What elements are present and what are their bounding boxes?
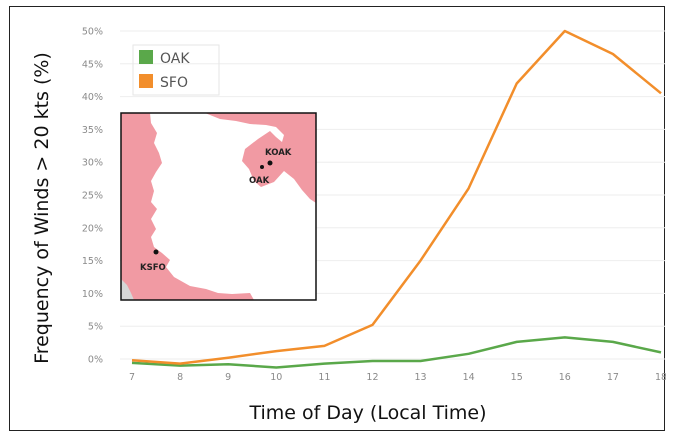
y-tick-label: 45% <box>82 59 103 70</box>
series-line-oak <box>131 336 662 369</box>
x-tick-label: 12 <box>366 372 378 383</box>
station-marker-oak <box>260 165 264 169</box>
map-land-south <box>121 279 134 300</box>
chart-svg: 0% 5% 10% 15% 20% 25% 30% 35% 40% 45% 50% 7 8 9 10 11 1… <box>31 27 666 425</box>
inset-map-border <box>120 112 317 301</box>
map-label-oak: OAK <box>249 176 270 186</box>
legend-box-border <box>132 44 220 96</box>
map-label-koak: KOAK <box>265 148 292 158</box>
y-tick-label: 25% <box>82 191 103 202</box>
series-line-sfo <box>131 29 662 365</box>
y-tick-label: 5% <box>88 322 103 333</box>
y-tick-label: 50% <box>82 27 103 38</box>
x-axis-title: Time of Day (Local Time) <box>248 402 486 424</box>
x-tick-label: 8 <box>177 372 183 383</box>
x-tick-label: 10 <box>270 372 282 383</box>
series-layer <box>131 29 662 369</box>
legend-label-sfo: SFO <box>160 75 188 91</box>
y-tick-label: 20% <box>82 223 103 234</box>
legend: OAK SFO <box>132 44 220 96</box>
x-tick-label: 14 <box>463 372 475 383</box>
inset-map: KOAK OAK KSFO <box>120 112 317 301</box>
y-axis-title: Frequency of Winds > 20 kts (%) <box>31 52 53 364</box>
x-tick-label: 11 <box>318 372 330 383</box>
x-tick-labels: 7 8 9 10 11 12 13 14 15 16 17 18 <box>129 372 666 383</box>
legend-swatch-sfo <box>139 74 153 88</box>
x-tick-label: 16 <box>559 372 571 383</box>
x-tick-label: 7 <box>129 372 135 383</box>
y-tick-labels: 0% 5% 10% 15% 20% 25% 30% 35% 40% 45% 50% <box>82 27 103 366</box>
y-tick-label: 0% <box>88 355 103 366</box>
x-tick-label: 15 <box>511 372 523 383</box>
y-tick-label: 15% <box>82 256 103 267</box>
y-tick-label: 40% <box>82 92 103 103</box>
x-tick-label: 18 <box>655 372 666 383</box>
legend-label-oak: OAK <box>160 51 190 67</box>
legend-swatch-oak <box>139 50 153 64</box>
map-label-ksfo: KSFO <box>140 263 166 273</box>
x-tick-label: 17 <box>607 372 619 383</box>
station-marker-koak <box>267 160 273 166</box>
x-tick-label: 9 <box>225 372 231 383</box>
y-tick-label: 35% <box>82 125 103 136</box>
station-marker-ksfo <box>153 249 159 255</box>
y-tick-label: 30% <box>82 158 103 169</box>
x-tick-label: 13 <box>414 372 426 383</box>
chart-frame: 0% 5% 10% 15% 20% 25% 30% 35% 40% 45% 50% 7 8 9 10 11 1… <box>9 6 666 431</box>
map-land-east <box>205 113 316 203</box>
y-tick-label: 10% <box>82 289 103 300</box>
